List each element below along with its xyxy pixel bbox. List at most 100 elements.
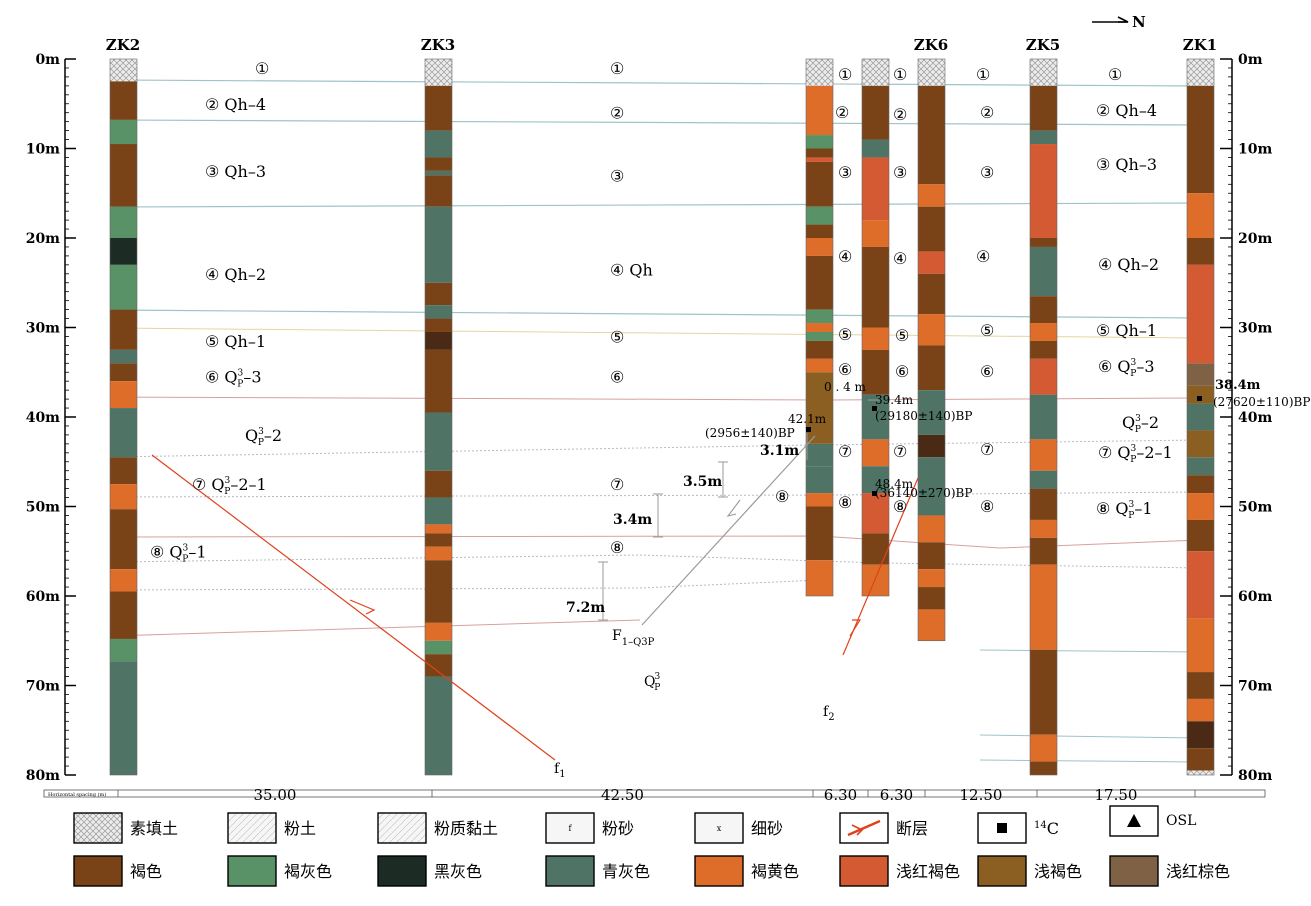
depth-tick-label: 10m [26,142,60,158]
svg-text:①: ① [976,65,990,84]
strata-segment [1187,85,1214,194]
legend-item-redbrown: 浅红褐色 [839,855,960,887]
legend-swatch [545,812,595,844]
strata-segment [862,439,889,467]
legend-swatch [73,855,123,887]
strata-segment [1187,385,1214,404]
strata-segment [425,497,452,525]
strata-segment [110,591,137,639]
legend-swatch [977,855,1027,887]
legend-swatch [73,812,123,844]
sample-38-age: (27620±110)BP [1213,395,1310,409]
borehole-zk3 [424,58,453,776]
svg-text:④ Qh–2: ④ Qh–2 [1098,255,1159,274]
legend-item-lightbrownred: 浅红棕色 [1109,855,1230,887]
legend-label: 粉砂 [602,819,634,838]
strata-segment [806,560,833,596]
depth-tick-label: 20m [26,231,60,247]
legend-label: 素填土 [130,819,178,838]
legend-item-finesand: x 细砂 [694,812,783,844]
north-label: N [1132,13,1146,31]
north-arrow-icon: N [1092,13,1146,31]
svg-text:②: ② [980,103,994,122]
svg-text:⑧: ⑧ [893,497,907,516]
strata-segment [1030,394,1057,440]
strata-segment [110,238,137,265]
svg-text:f: f [569,824,573,833]
svg-text:x: x [717,824,722,833]
spacing-value: 6.30 [880,786,913,804]
legend-label: 浅红褐色 [896,862,960,881]
strata-segment [1187,475,1214,494]
strata-segment [1030,238,1057,247]
svg-text:①: ① [893,65,907,84]
strata-segment [1030,519,1057,538]
sample-42-depth: 42.1m [788,412,827,426]
strata-segment [862,533,889,565]
strata-segment [110,59,137,82]
legend-label: 浅红棕色 [1166,862,1230,881]
strata-segment [1030,59,1057,86]
offset-3-5: 3.5m [683,474,722,490]
strata-segment [1030,488,1057,520]
strata-segment [1187,551,1214,619]
legend-swatch [694,855,744,887]
age-samples: 42.1m (2956±140)BP 39.4m (29180±140)BP 4… [705,378,1310,500]
strata-segment [918,542,945,570]
strata-segment [918,515,945,543]
svg-text:③: ③ [980,163,994,182]
svg-text:⑧ Q3P–1: ⑧ Q3 P–1 [1096,499,1153,521]
legend-label: 14C [1034,819,1059,838]
legend-item-fault: 断层 [839,812,928,844]
strata-segment [862,564,889,596]
borehole-zk5 [1029,58,1058,776]
svg-text:⑧: ⑧ [980,497,994,516]
strata-segment [110,309,137,350]
depth-tick-label: 70m [1238,679,1272,695]
strata-segment [110,408,137,458]
strata-segment [425,206,452,283]
sample-39-age: (29180±140)BP [875,409,972,423]
svg-text:⑦: ⑦ [838,442,852,461]
strata-segment [862,85,889,140]
svg-text:⑥ Q3P–3: ⑥ Q3 P–3 [1098,357,1155,379]
strata-segment [425,524,452,534]
strata-segment [1030,323,1057,341]
sample-39-depth: 39.4m [875,393,914,407]
borehole-label: ZK3 [421,36,455,54]
strata-segment [1030,439,1057,471]
layer-label-mid-1: ① [610,59,624,78]
strata-segment [806,506,833,561]
spacing-value: 35.00 [254,786,297,804]
strata-segment [425,318,452,332]
strata-segment [110,206,137,238]
legend-swatch [545,855,595,887]
strata-segment [110,349,137,364]
strata-segment [425,676,452,775]
strata-segment [862,59,889,86]
strata-segment [425,560,452,623]
strata-segment [918,609,945,641]
legend-item-black: 黑灰色 [377,855,482,887]
legend-swatch [377,812,427,844]
spacing-value: 42.50 [601,786,644,804]
depth-tick-label: 10m [1238,142,1272,158]
strata-segment [425,654,452,677]
strata-segment [1030,734,1057,762]
svg-text:②: ② [835,103,849,122]
borehole-label: ZK2 [106,36,140,54]
strata-segment [425,622,452,641]
svg-text:② Qh–4: ② Qh–4 [1096,101,1157,120]
borehole-labels: ZK2 ZK3 ZK6 ZK5 ZK1 [106,36,1217,54]
strata-segment [806,331,833,341]
svg-text:Q3P–2: Q3 P–2 [1122,413,1159,435]
fault-motion-arrow-icon [726,499,741,517]
svg-text:③: ③ [838,163,852,182]
strata-segment [918,457,945,516]
strata-segment [1030,537,1057,565]
strata-segment [1187,493,1214,520]
borehole-zk1 [1186,58,1215,776]
strata-segment [110,81,137,120]
strata-segment [1187,403,1214,431]
